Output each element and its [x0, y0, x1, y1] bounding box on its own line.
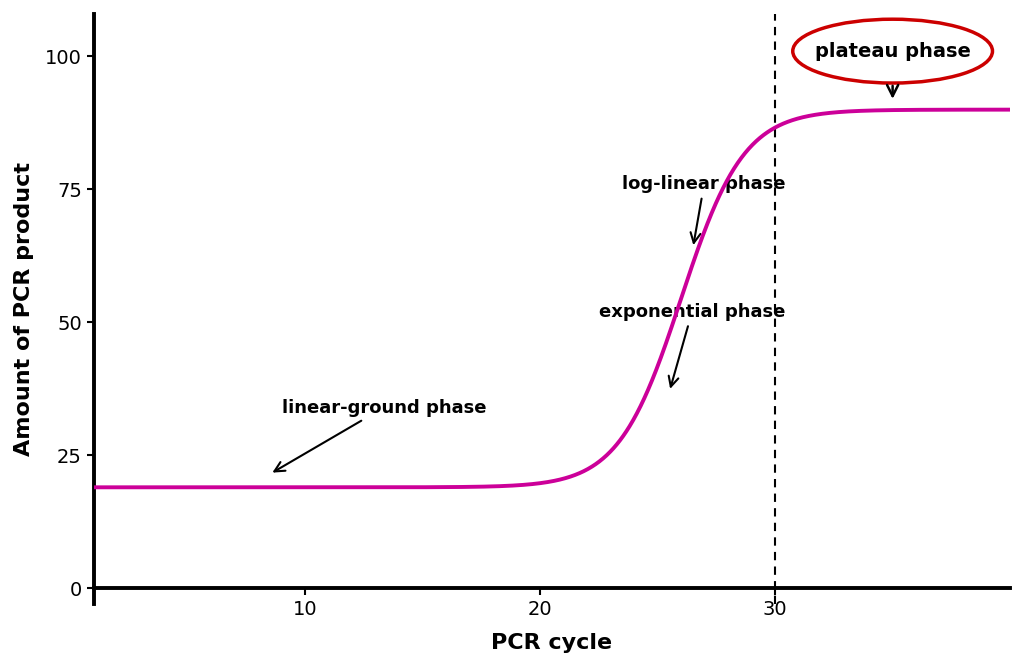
Text: linear-ground phase: linear-ground phase: [274, 399, 486, 472]
Text: plateau phase: plateau phase: [815, 41, 971, 61]
X-axis label: PCR cycle: PCR cycle: [492, 633, 612, 653]
Text: exponential phase: exponential phase: [599, 303, 785, 387]
Text: log-linear phase: log-linear phase: [623, 175, 785, 243]
Y-axis label: Amount of PCR product: Amount of PCR product: [14, 162, 34, 456]
Ellipse shape: [793, 19, 992, 83]
